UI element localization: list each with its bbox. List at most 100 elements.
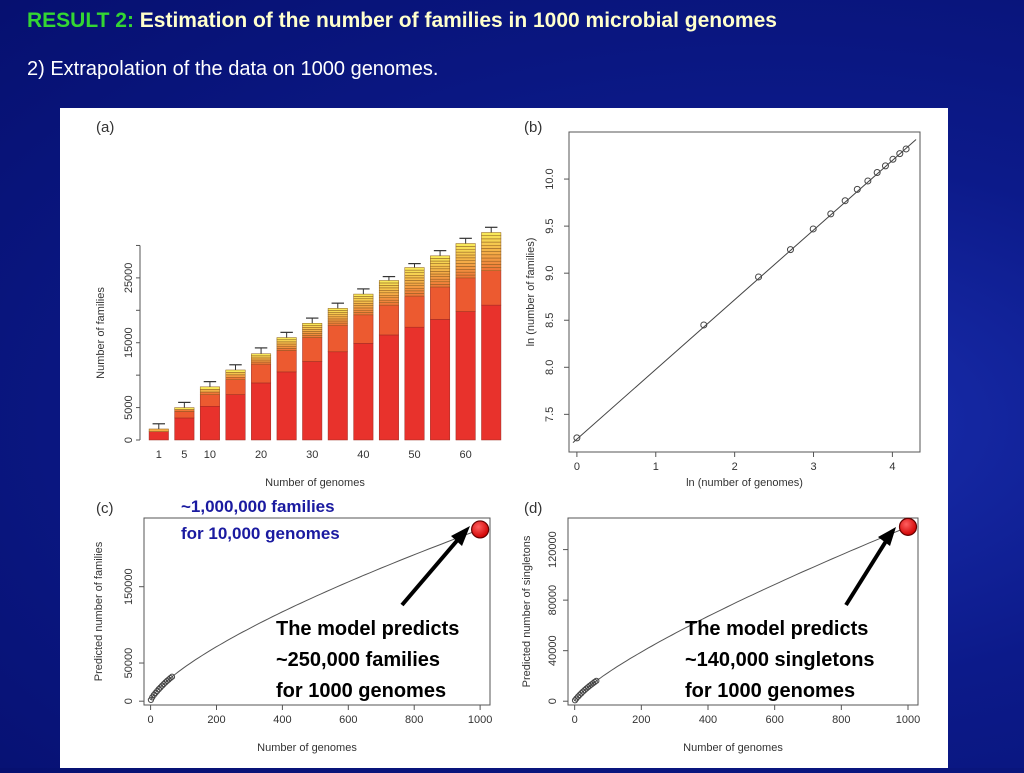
bar-upper-segment [276, 343, 297, 347]
bar-upper-segment [430, 265, 451, 270]
x-axis-label-c: Number of genomes [257, 742, 357, 754]
data-point-b [841, 197, 849, 205]
data-point-b [853, 185, 861, 193]
data-point-b [786, 246, 794, 254]
data-point-c [154, 687, 161, 695]
plot-frame-b [568, 131, 921, 453]
bar-upper-segment [455, 257, 476, 261]
data-point-b [573, 434, 581, 442]
panel-label-b: (b) [524, 119, 542, 136]
data-point-b [700, 321, 708, 329]
bar-second-segment [404, 295, 425, 328]
bar-upper-segment [302, 329, 323, 332]
y-tick-label-a: 0 [123, 437, 135, 443]
annotation-d-model-line1: The model predicts [685, 618, 868, 640]
chart-panel-d: (d) 0 200 400 600 800 1000 0 40000 80000 120000 Num… [521, 500, 920, 754]
chart-panel-c: (c) 0 200 400 600 800 1000 0 50000 150000 Number o… [93, 500, 492, 754]
bar-upper-segment [404, 282, 425, 286]
bar-upper-segment [327, 308, 348, 311]
bar-upper-segment [481, 238, 502, 243]
figure-panel: (a) 0 5000 15000 25000 Number of families 1 5 10… [60, 108, 948, 768]
bar-upper-segment [378, 297, 399, 301]
data-point-b [809, 225, 817, 233]
x-tick-label-b: 4 [889, 461, 895, 473]
arrow-d [844, 527, 896, 607]
bar-upper-segment [378, 295, 399, 298]
bar-upper-segment [327, 320, 348, 324]
annotation-c-model-line1: The model predicts [276, 618, 459, 640]
bar-upper-segment [481, 254, 502, 259]
predicted-point-c [471, 520, 490, 539]
annotation-d-model-line3: for 1000 genomes [685, 680, 855, 702]
bar-upper-segment [225, 374, 246, 378]
x-tick-label-b: 2 [732, 461, 738, 473]
bar-base-segment [174, 417, 195, 441]
bar-upper-segment [199, 389, 220, 393]
x-tick-label-b: 3 [810, 461, 816, 473]
bar-base-segment [199, 406, 220, 441]
slide-subtitle: 2) Extrapolation of the data on 1000 gen… [27, 58, 439, 80]
plot-frame-c [143, 517, 491, 706]
bar-upper-segment [404, 288, 425, 292]
bar-base-segment [378, 334, 399, 441]
bar-upper-segment [430, 273, 451, 277]
x-tick-label-a: 10 [204, 449, 216, 461]
annotation-c-top-line2: for 10,000 genomes [181, 524, 340, 543]
x-tick-label-b: 0 [574, 461, 580, 473]
bar-second-segment [225, 379, 246, 395]
bar-upper-segment [481, 232, 502, 236]
y-tick-label-a: 15000 [123, 327, 135, 358]
bar-upper-segment [430, 260, 451, 264]
bar-base-segment [148, 431, 169, 441]
result-label: RESULT 2: [27, 9, 134, 32]
bar-upper-segment [481, 251, 502, 256]
bar-upper-segment [455, 248, 476, 253]
bar-upper-segment [251, 357, 272, 361]
bar-upper-segment [378, 299, 399, 303]
bar-upper-segment [404, 275, 425, 279]
y-axis-label-a: Number of families [95, 287, 107, 379]
bar-upper-segment [353, 296, 374, 299]
bar-base-segment [455, 311, 476, 441]
y-tick-label-b: 8.0 [544, 360, 556, 375]
x-tick-label-a: 1 [156, 449, 162, 461]
bar-second-segment [276, 350, 297, 373]
bar-upper-segment [455, 269, 476, 273]
bar-upper-segment [353, 300, 374, 304]
chart-panel-b: (b) 0 1 2 3 4 7.5 8.0 8.5 9.0 9.5 10.0 ln (number of… [524, 119, 921, 489]
y-tick-label-a: 25000 [123, 263, 135, 294]
bar-base-segment [430, 319, 451, 441]
x-tick-label-d: 200 [632, 714, 650, 726]
bar-upper-segment [302, 323, 323, 326]
panel-label-c: (c) [96, 500, 114, 517]
data-point-b [902, 145, 910, 153]
bar-base-segment [251, 382, 272, 441]
x-tick-label-c: 200 [207, 714, 225, 726]
x-tick-label-a: 40 [357, 449, 369, 461]
bar-upper-segment [174, 409, 195, 412]
data-point-d [576, 691, 583, 698]
bar-upper-segment [404, 280, 425, 284]
bar-base-segment [404, 326, 425, 441]
bar-upper-segment [378, 285, 399, 289]
x-tick-label-d: 1000 [896, 714, 920, 726]
bar-upper-segment [404, 293, 425, 297]
bar-upper-segment [481, 264, 502, 268]
bar-upper-segment [302, 333, 323, 336]
y-axis-label-c: Predicted number of families [93, 541, 105, 681]
x-tick-label-a: 5 [181, 449, 187, 461]
bar-upper-segment [378, 280, 399, 284]
data-point-b [881, 162, 889, 170]
bar-upper-segment [148, 428, 169, 432]
data-point-c [167, 674, 174, 682]
bar-second-segment [327, 324, 348, 353]
x-axis-label-a: Number of genomes [265, 477, 365, 489]
bar-upper-segment [251, 353, 272, 357]
bar-upper-segment [327, 322, 348, 326]
predicted-point-d [898, 517, 918, 536]
y-axis-label-d: Predicted number of singletons [521, 535, 533, 687]
bar-base-segment [481, 304, 502, 441]
bar-base-segment [276, 371, 297, 441]
annotation-c-model-line2: ~250,000 families [276, 649, 440, 671]
slide-title: RESULT 2: Estimation of the number of fa… [27, 9, 777, 33]
